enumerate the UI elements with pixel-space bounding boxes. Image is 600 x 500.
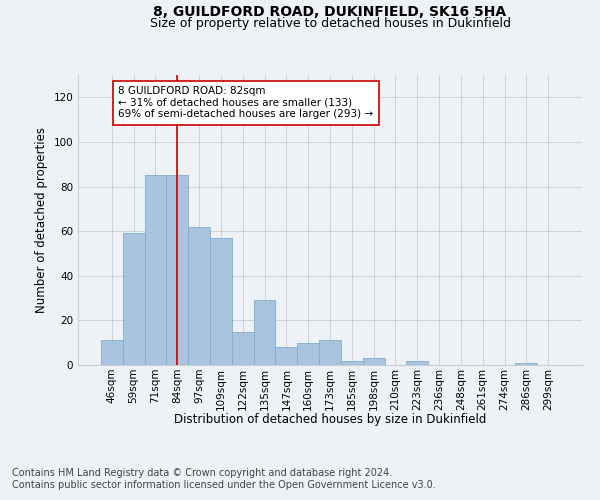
Text: Contains HM Land Registry data © Crown copyright and database right 2024.: Contains HM Land Registry data © Crown c… xyxy=(12,468,392,477)
Bar xyxy=(275,347,297,365)
Bar xyxy=(101,340,123,365)
Bar xyxy=(232,332,254,365)
Bar xyxy=(254,300,275,365)
Text: Size of property relative to detached houses in Dukinfield: Size of property relative to detached ho… xyxy=(149,18,511,30)
Bar xyxy=(341,360,363,365)
Bar xyxy=(145,176,166,365)
Bar xyxy=(406,360,428,365)
Text: 8 GUILDFORD ROAD: 82sqm
← 31% of detached houses are smaller (133)
69% of semi-d: 8 GUILDFORD ROAD: 82sqm ← 31% of detache… xyxy=(118,86,373,120)
Text: Contains public sector information licensed under the Open Government Licence v3: Contains public sector information licen… xyxy=(12,480,436,490)
Text: 8, GUILDFORD ROAD, DUKINFIELD, SK16 5HA: 8, GUILDFORD ROAD, DUKINFIELD, SK16 5HA xyxy=(154,5,506,19)
Bar xyxy=(319,340,341,365)
Bar xyxy=(188,226,210,365)
Text: Distribution of detached houses by size in Dukinfield: Distribution of detached houses by size … xyxy=(174,412,486,426)
Y-axis label: Number of detached properties: Number of detached properties xyxy=(35,127,48,313)
Bar xyxy=(297,342,319,365)
Bar xyxy=(166,176,188,365)
Bar xyxy=(363,358,385,365)
Bar xyxy=(123,234,145,365)
Bar xyxy=(515,363,537,365)
Bar xyxy=(210,238,232,365)
